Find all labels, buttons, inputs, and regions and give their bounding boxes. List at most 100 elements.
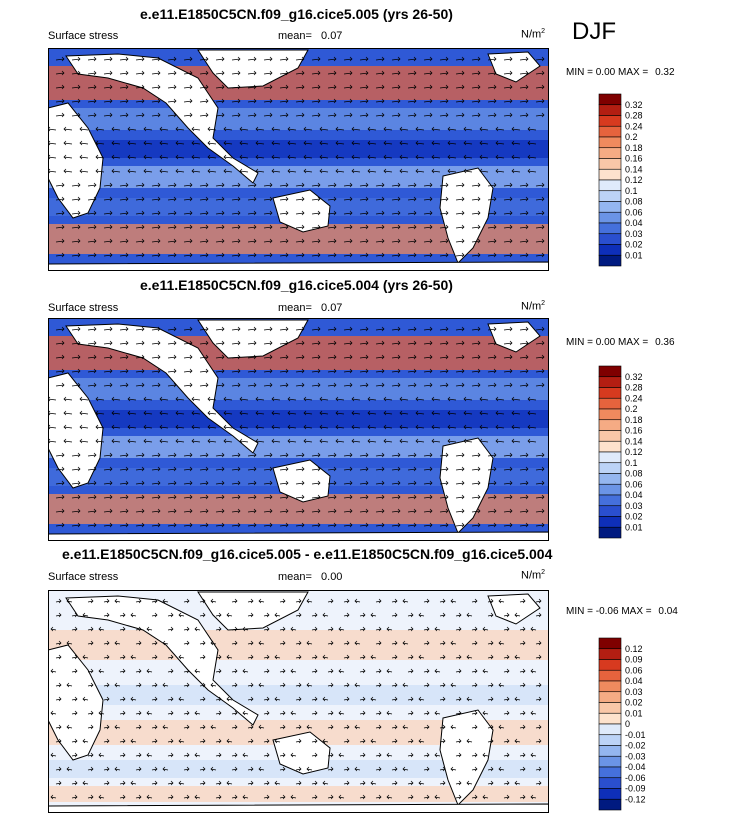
stress-vector-head [477,340,481,346]
panel-3-min-label: MIN = [566,606,593,617]
stress-vector [223,128,233,131]
stress-vector [498,726,505,729]
stress-vector [311,114,321,117]
stress-vector [391,782,398,785]
stress-vector-head [458,710,462,716]
stress-vector [479,170,489,173]
stress-vector [375,184,385,187]
stress-vector-head [90,766,94,772]
stress-vector [487,468,497,471]
stress-vector [303,426,313,429]
stress-vector [87,726,94,729]
stress-vector-head [477,466,481,472]
stress-vector [167,342,177,345]
stress-vector [295,86,305,89]
stress-vector [487,740,494,743]
stress-vector-head [178,654,182,660]
stress-vector [247,782,254,785]
stress-vector [87,482,97,485]
stress-vector [135,524,145,527]
stress-vector-head [413,70,417,76]
stress-vector [167,468,177,471]
stress-vector-head [202,696,206,702]
panel-1-mean-label: mean= [278,30,312,42]
stress-vector [439,740,446,743]
stress-vector [439,114,449,117]
stress-vector-head [381,182,385,188]
stress-vector-head [413,56,417,62]
stress-vector [71,754,78,757]
stress-vector [279,198,289,201]
stress-vector-head [351,126,355,132]
stress-vector [231,524,241,527]
stress-vector-head [61,196,65,202]
stress-vector [71,198,81,201]
stress-vector [87,356,97,359]
stress-vector-head [205,480,209,486]
stress-vector [151,100,161,103]
stress-vector-head [173,382,177,388]
stress-vector-head [399,438,403,444]
stress-vector [311,712,318,715]
stress-vector [103,72,113,75]
stress-vector-head [221,508,225,514]
stress-vector-head [157,340,161,346]
stress-vector [279,114,289,117]
stress-vector [247,58,257,61]
stress-vector [423,226,433,229]
panel-1-map [48,48,549,271]
stress-vector-head [93,224,97,230]
stress-vector [151,86,161,89]
stress-vector-head [317,56,321,62]
stress-vector-head [210,766,214,772]
stress-vector [455,614,462,617]
stress-vector-head [410,654,414,660]
stress-vector [274,614,281,617]
stress-vector [359,72,369,75]
stress-vector [111,142,121,145]
stress-vector-head [159,168,163,174]
stress-vector [338,712,345,715]
stress-vector-head [143,396,147,402]
stress-vector [311,370,321,373]
stress-vector [455,754,462,757]
stress-vector [327,768,334,771]
stress-vector [167,240,177,243]
stress-vector-head [402,598,406,604]
stress-vector [231,384,241,387]
stress-vector [535,384,545,387]
stress-vector [263,510,273,513]
stress-vector [111,128,121,131]
stress-vector [359,198,369,201]
stress-vector [450,726,457,729]
stress-vector-head [381,210,385,216]
stress-vector [71,482,81,485]
stress-vector-head [253,494,257,500]
stress-vector-head [207,140,211,146]
stress-vector-head [349,196,353,202]
stress-vector-head [157,56,161,62]
colorbar-tick-label: 0.1 [625,458,638,468]
stress-vector [103,198,113,201]
stress-vector [383,170,393,173]
stress-vector-head [365,340,369,346]
stress-vector [71,670,78,673]
stress-vector [247,328,257,331]
stress-vector [519,370,529,373]
stress-vector-head [95,126,99,132]
stress-vector-head [122,626,126,632]
stress-vector-head [378,766,382,772]
stress-vector [279,642,286,645]
stress-vector [162,642,169,645]
stress-vector-head [525,182,529,188]
stress-vector [71,114,81,117]
stress-vector [167,698,174,701]
stress-vector-head [79,438,83,444]
stress-vector-head [285,112,289,118]
stress-vector [455,342,465,345]
stress-vector [210,768,217,771]
stress-vector [175,426,185,429]
stress-vector [135,226,145,229]
stress-vector-head [77,326,81,332]
stress-vector-head [429,210,433,216]
